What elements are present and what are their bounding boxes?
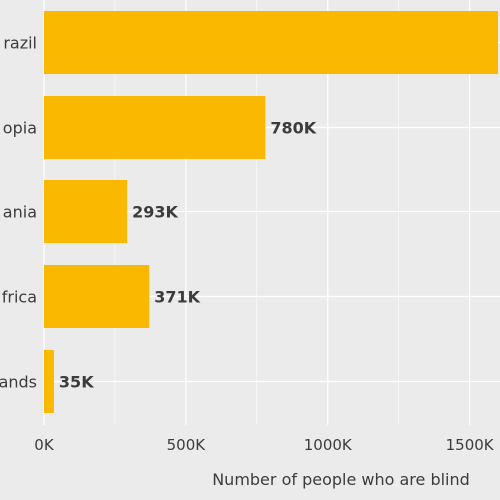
bar — [44, 350, 54, 413]
category-label: ands — [0, 373, 37, 392]
bar — [44, 265, 150, 328]
category-label: razil — [3, 34, 37, 53]
value-label: 780K — [270, 119, 316, 138]
x-tick-label: 0K — [34, 436, 55, 454]
x-axis-title: Number of people who are blind — [212, 470, 470, 489]
bar — [44, 180, 128, 243]
category-label: frica — [2, 288, 37, 307]
category-label: opia — [3, 119, 37, 138]
x-tick-label: 500K — [167, 436, 207, 454]
value-label: 293K — [132, 203, 178, 222]
x-tick-label: 1500K — [446, 436, 495, 454]
bar — [44, 11, 498, 74]
bar — [44, 96, 266, 159]
value-label: 35K — [59, 373, 94, 392]
category-label: ania — [3, 203, 37, 222]
x-tick-label: 1000K — [304, 436, 353, 454]
value-label: 371K — [154, 288, 200, 307]
